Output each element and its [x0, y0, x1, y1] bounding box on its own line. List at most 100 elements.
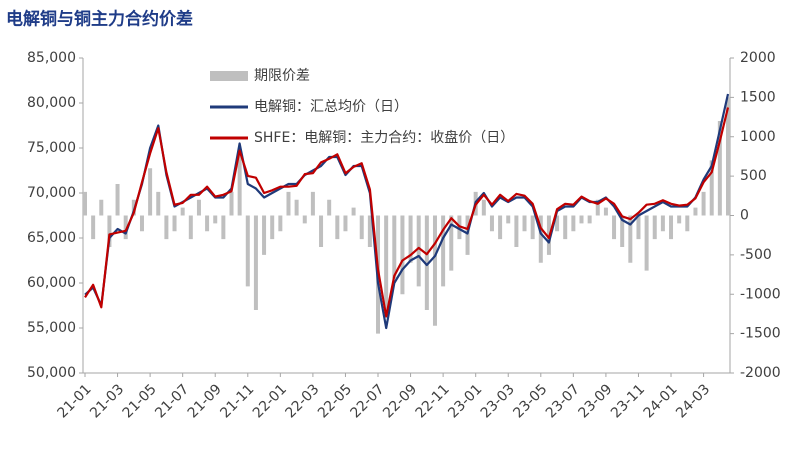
legend-label: 期限价差 — [254, 68, 310, 84]
bar — [99, 199, 104, 216]
y2-tick-label: -500 — [740, 247, 772, 263]
bar — [571, 215, 576, 232]
bar — [123, 215, 128, 240]
bar — [148, 168, 153, 216]
y-tick-label: 85,000 — [27, 50, 76, 66]
bar — [416, 215, 421, 287]
bar — [603, 207, 608, 216]
x-tick-label: 21-03 — [87, 381, 127, 421]
y-tick-label: 80,000 — [27, 95, 76, 111]
x-tick-label: 23-09 — [575, 381, 615, 421]
x-tick-label: 24-03 — [673, 381, 713, 421]
bar — [392, 215, 397, 279]
bar — [294, 199, 299, 216]
bar — [432, 215, 437, 326]
bar — [717, 121, 722, 216]
x-tick-label: 23-01 — [445, 381, 485, 421]
y2-tick-label: -1000 — [740, 286, 781, 302]
bar — [213, 215, 218, 224]
x-tick-label: 21-11 — [217, 381, 257, 421]
x-tick-label: 22-07 — [348, 381, 388, 421]
y2-tick-label: -2000 — [740, 365, 781, 381]
bar — [400, 215, 405, 295]
y2-tick-label: 1000 — [740, 129, 776, 145]
bar — [579, 215, 584, 224]
y-tick-label: 70,000 — [27, 185, 76, 201]
bar — [449, 215, 454, 271]
bar — [384, 215, 389, 318]
line — [84, 93, 730, 330]
bar — [514, 215, 519, 247]
bar — [522, 215, 527, 232]
legend-label: SHFE：电解铜：主力合约：收盘价（日） — [254, 129, 514, 146]
bar — [441, 215, 446, 287]
y2-tick-label: 1500 — [740, 89, 776, 105]
bar — [164, 215, 169, 240]
bar — [587, 215, 592, 224]
bar — [636, 215, 641, 240]
bar — [253, 215, 258, 310]
bar — [506, 215, 511, 224]
bar — [424, 215, 429, 310]
bar — [612, 215, 617, 240]
bar — [196, 199, 201, 216]
x-tick-label: 23-07 — [543, 381, 583, 421]
bar — [563, 215, 568, 240]
line — [84, 107, 730, 318]
bar — [644, 215, 649, 271]
bar — [489, 215, 494, 232]
bar — [677, 215, 682, 224]
y-tick-label: 60,000 — [27, 275, 76, 291]
bar — [359, 215, 364, 240]
x-tick-label: 24-01 — [641, 381, 681, 421]
bar — [530, 215, 535, 240]
bar — [343, 215, 348, 232]
bar — [156, 191, 161, 216]
bar — [327, 199, 332, 216]
legend-swatch — [210, 71, 248, 81]
y2-tick-label: 2000 — [740, 50, 776, 66]
y2-tick-label: 0 — [740, 208, 749, 224]
y-tick-label: 75,000 — [27, 140, 76, 156]
bar — [221, 215, 226, 240]
bar — [709, 160, 714, 216]
bar — [498, 215, 503, 240]
bar — [310, 191, 315, 216]
chart-title: 电解铜与铜主力合约价差 — [6, 9, 193, 30]
x-tick-label: 23-05 — [510, 381, 550, 421]
bar — [302, 215, 307, 224]
x-tick-label: 22-03 — [282, 381, 322, 421]
y2-tick-label: -1500 — [740, 326, 781, 342]
bar — [229, 191, 234, 216]
x-tick-label: 22-05 — [315, 381, 355, 421]
x-tick-label: 23-03 — [478, 381, 518, 421]
bar — [465, 215, 470, 255]
bar — [367, 215, 372, 247]
x-tick-label: 21-07 — [152, 381, 192, 421]
y2-tick-label: 500 — [740, 168, 767, 184]
bar — [408, 215, 413, 263]
bar — [83, 191, 87, 216]
bar — [188, 215, 193, 240]
x-tick-label: 23-11 — [608, 381, 648, 421]
x-tick-label: 21-09 — [185, 381, 225, 421]
x-tick-label: 21-01 — [55, 381, 95, 421]
bar — [91, 215, 96, 240]
bar — [115, 184, 120, 216]
bar — [628, 215, 633, 263]
bar — [660, 215, 665, 232]
bar — [172, 215, 177, 232]
bar — [481, 199, 486, 216]
x-tick-label: 22-01 — [250, 381, 290, 421]
bar — [555, 215, 560, 232]
bar — [319, 215, 324, 247]
bar — [237, 152, 242, 216]
x-tick-label: 21-05 — [120, 381, 160, 421]
bar — [286, 191, 291, 216]
y-tick-label: 50,000 — [27, 365, 76, 381]
bar — [205, 215, 210, 232]
bar — [538, 215, 543, 263]
bar — [620, 215, 625, 247]
bar — [726, 97, 730, 216]
